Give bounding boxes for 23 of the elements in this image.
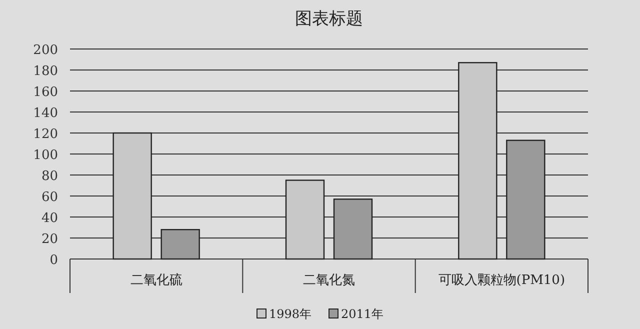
y-tick-label: 40 bbox=[41, 211, 58, 226]
bar bbox=[112, 132, 152, 260]
chart-title: 图表标题 bbox=[295, 9, 363, 29]
bar bbox=[458, 62, 498, 260]
y-tick-label: 200 bbox=[33, 43, 58, 58]
bar bbox=[333, 198, 373, 260]
bar bbox=[160, 229, 200, 260]
bar bbox=[285, 180, 325, 260]
x-tick-label: 可吸入颗粒物(PM10) bbox=[438, 273, 566, 288]
y-tick-label: 160 bbox=[33, 85, 58, 100]
x-tick-label: 二氧化硫 bbox=[130, 273, 182, 288]
y-tick-label: 140 bbox=[33, 106, 58, 121]
y-tick-label: 120 bbox=[33, 127, 58, 142]
bar bbox=[506, 140, 546, 260]
y-tick-label: 100 bbox=[33, 148, 58, 163]
y-tick-label: 0 bbox=[50, 253, 58, 268]
y-tick-label: 20 bbox=[41, 232, 58, 247]
y-tick-label: 180 bbox=[33, 64, 58, 79]
legend-label: 2011年 bbox=[341, 307, 384, 321]
y-tick-label: 60 bbox=[41, 190, 58, 205]
y-tick-label: 80 bbox=[41, 169, 58, 184]
x-tick-label: 二氧化氮 bbox=[303, 273, 355, 288]
legend-label: 1998年 bbox=[269, 307, 312, 321]
